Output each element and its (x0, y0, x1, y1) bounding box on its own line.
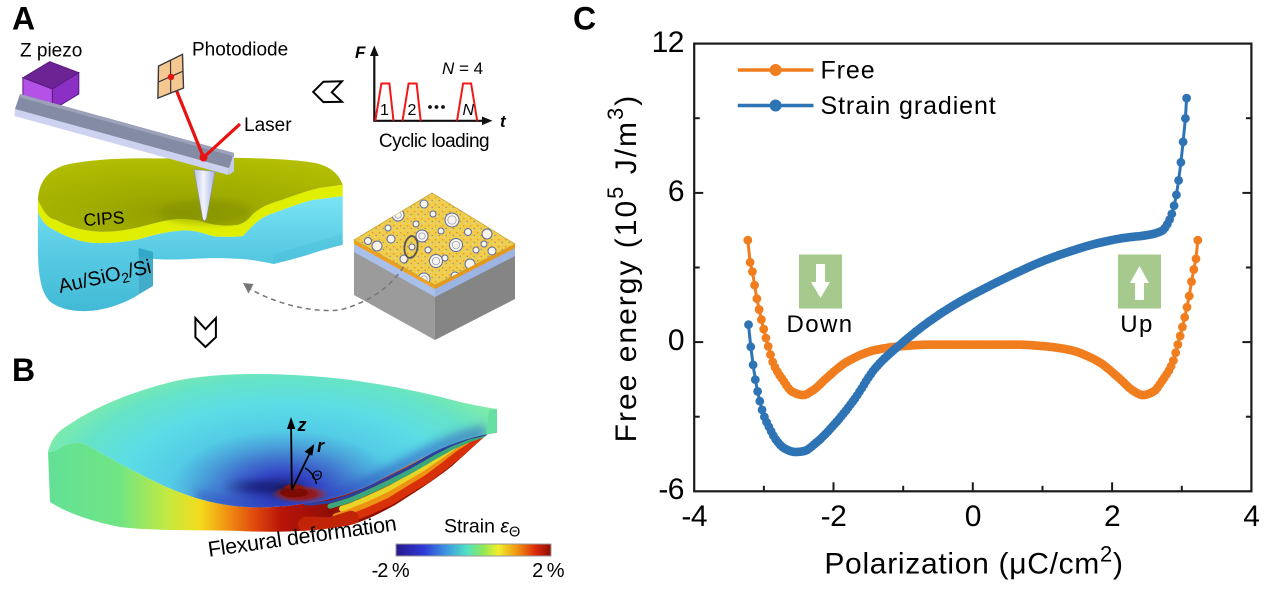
svg-text:-2 %: -2 % (372, 560, 410, 582)
svg-text:Θ: Θ (312, 467, 323, 483)
svg-text:A: A (12, 1, 35, 37)
svg-text:-6: -6 (658, 473, 684, 506)
svg-text:C: C (573, 1, 596, 37)
svg-text:-2: -2 (821, 500, 847, 533)
svg-text:N: N (463, 102, 475, 119)
svg-text:Strain gradient: Strain gradient (821, 92, 997, 120)
svg-text:2: 2 (408, 102, 417, 119)
svg-text:2: 2 (1104, 500, 1120, 533)
svg-text:0: 0 (668, 324, 684, 357)
svg-text:4: 4 (1243, 500, 1259, 533)
svg-text:t: t (500, 112, 507, 131)
svg-text:Strain εΘ: Strain εΘ (444, 515, 520, 540)
svg-text:6: 6 (668, 175, 684, 208)
svg-text:Polarization (μC/cm2): Polarization (μC/cm2) (824, 542, 1123, 581)
svg-text:1: 1 (380, 102, 389, 119)
svg-text:Cyclic loading: Cyclic loading (379, 131, 489, 152)
svg-text:z: z (297, 415, 307, 435)
svg-text:Free energy (105 J/m3): Free energy (105 J/m3) (603, 94, 643, 443)
svg-text:Photodiode: Photodiode (192, 40, 288, 61)
svg-text:CIPS: CIPS (83, 207, 125, 230)
svg-text:Down: Down (787, 311, 854, 338)
svg-text:N = 4: N = 4 (442, 59, 483, 78)
svg-text:Laser: Laser (244, 115, 292, 136)
svg-text:Free: Free (821, 57, 876, 85)
svg-text:2 %: 2 % (532, 560, 565, 582)
svg-text:r: r (317, 436, 325, 456)
svg-text:B: B (12, 352, 35, 388)
svg-text:0: 0 (965, 500, 981, 533)
svg-text:12: 12 (652, 26, 684, 59)
svg-text:Up: Up (1120, 311, 1153, 338)
svg-text:F: F (355, 43, 366, 62)
svg-text:-4: -4 (681, 500, 707, 533)
svg-text:Z piezo: Z piezo (20, 41, 82, 62)
